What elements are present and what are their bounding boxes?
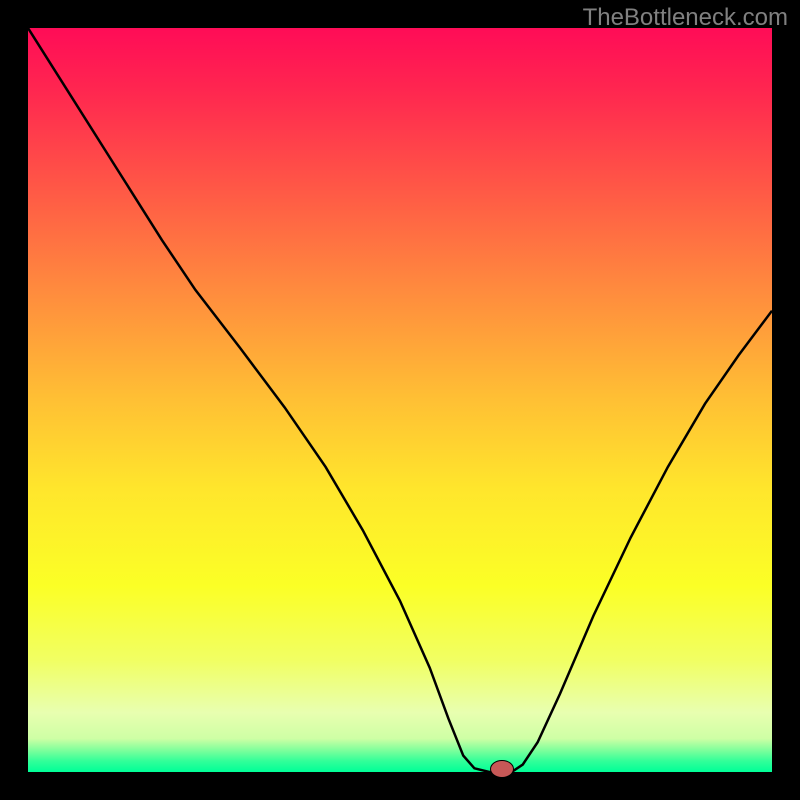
- optimum-marker: [490, 760, 514, 778]
- gradient-background: [28, 28, 772, 772]
- plot-area: [28, 28, 772, 772]
- chart-container: TheBottleneck.com: [0, 0, 800, 800]
